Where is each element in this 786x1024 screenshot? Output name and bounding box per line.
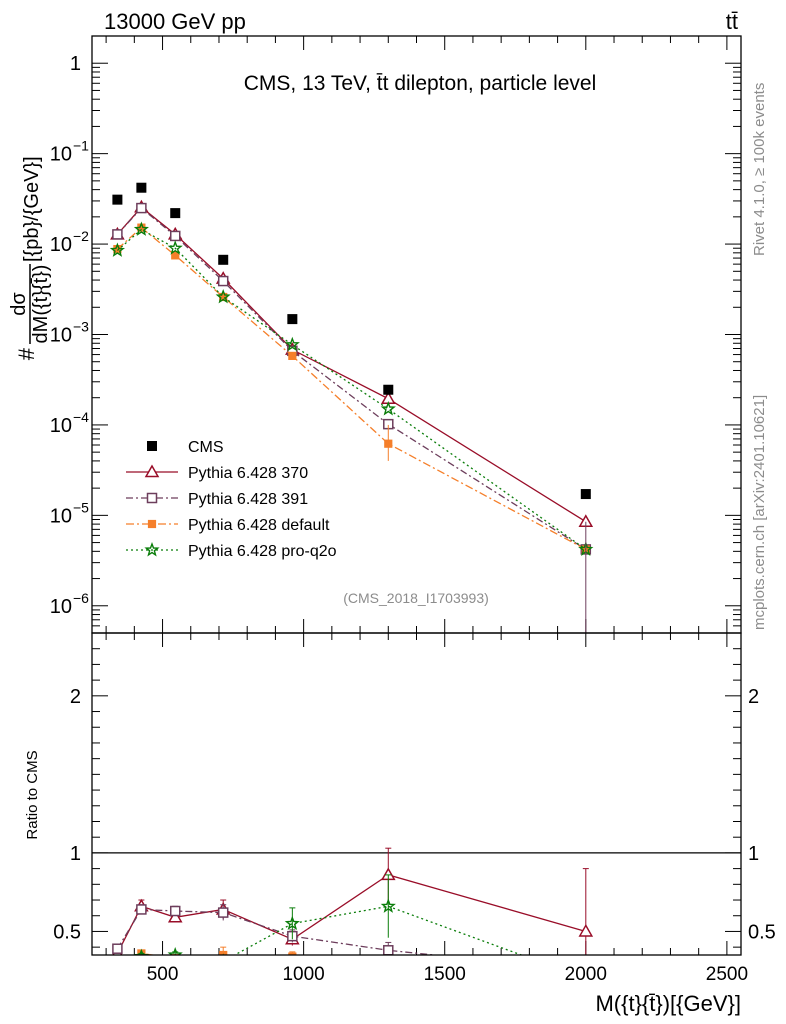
ratio-point [288, 952, 297, 955]
y-tick-exponent: −2 [73, 228, 89, 244]
x-axis-label: M({t}{t̄})[{GeV}] [595, 991, 741, 1016]
header-process-label: 13000 GeV pp [104, 9, 246, 34]
ylabel-suffix: [{pb}/{GeV}] [21, 156, 43, 262]
series-point [171, 251, 180, 260]
series-point [169, 230, 181, 242]
ylabel-denominator: dM({t}{t̄}) [30, 265, 52, 344]
series-point [109, 242, 126, 257]
ratio-point [222, 953, 224, 955]
ratio-tick-label: 1 [70, 843, 81, 865]
ratio-line [116, 874, 586, 954]
legend-marker [144, 542, 160, 557]
analysis-id-label: (CMS_2018_I1703993) [343, 590, 489, 606]
ratio-point [136, 904, 147, 915]
ylabel-prefix: # [14, 347, 39, 360]
legend-label: Pythia 6.428 391 [188, 491, 308, 508]
ratio-line [136, 952, 252, 955]
data-point [580, 489, 591, 500]
ratio-point [114, 962, 121, 969]
data-point [112, 194, 123, 205]
ratio-point [112, 962, 123, 973]
x-tick-label: 1000 [282, 964, 324, 985]
ratio-panel-frame [91, 632, 742, 956]
ratio-tick-label-right: 2 [748, 686, 759, 708]
y-tick-label: 1 [70, 53, 81, 75]
rivet-version-label: Rivet 4.1.0, ≥ 100k events [751, 83, 768, 256]
legend-marker [147, 519, 157, 529]
data-point [136, 182, 147, 193]
ylabel-numerator: dσ [8, 292, 30, 316]
y-tick-label: 10 [50, 144, 72, 166]
y-tick-exponent: −4 [73, 409, 89, 425]
series-point [215, 289, 231, 304]
ratio-tick-label-right: 0.5 [748, 921, 776, 943]
series-point [167, 240, 183, 255]
ratio-tick-label: 2 [70, 686, 81, 708]
x-tick-label: 2500 [706, 964, 748, 985]
series-point [288, 351, 297, 360]
legend-label: Pythia 6.428 pro-q2o [188, 543, 337, 560]
x-tick-label: 1500 [424, 964, 466, 985]
plot-title: CMS, 13 TeV, t̄t dilepton, particle leve… [244, 72, 597, 95]
ratio-tick-label-right: 1 [748, 843, 759, 865]
ratio-point [284, 915, 300, 931]
x-tick-label: 500 [147, 964, 179, 985]
ratio-point [219, 950, 228, 955]
ratio-line [116, 908, 441, 955]
ratio-tick-label: 0.5 [53, 921, 81, 943]
ratio-point [385, 967, 392, 974]
y-tick-exponent: −1 [73, 138, 89, 154]
y-tick-exponent: −6 [73, 590, 89, 606]
ratio-point [578, 923, 594, 937]
y-tick-label: 10 [50, 234, 72, 256]
legend-marker [146, 492, 158, 504]
x-tick-label: 2000 [565, 964, 607, 985]
series-point [380, 401, 396, 416]
series-point [133, 221, 149, 236]
chart-marks: 500 1000 1500 2000 2500110−110−210−310−410−5… [50, 36, 776, 985]
data-point [218, 254, 229, 265]
series-point [284, 336, 300, 352]
ratio-series-group [112, 847, 594, 974]
legend-label: Pythia 6.428 default [188, 517, 330, 534]
y-tick-exponent: −3 [73, 319, 89, 335]
y-tick-label: 10 [50, 505, 72, 527]
series-point [136, 202, 147, 214]
mcplots-label: mcplots.cern.ch [arXiv:2401.10621] [751, 395, 768, 630]
data-point [383, 384, 394, 395]
data-point [170, 208, 181, 219]
ratio-line [161, 905, 524, 955]
y-tick-label: 10 [50, 415, 72, 437]
ratio-point [112, 943, 123, 954]
ratio-point [169, 905, 181, 917]
legend-marker [144, 464, 160, 478]
series-point [217, 275, 229, 287]
data-point [287, 314, 298, 325]
ratio-point [167, 909, 183, 923]
y-tick-label: 10 [50, 596, 72, 618]
ratio-point [217, 907, 229, 918]
legend-data-marker [147, 441, 157, 451]
series-line [116, 228, 587, 550]
legend-label: Pythia 6.428 370 [188, 465, 308, 482]
legend-data-label: CMS [188, 439, 224, 456]
ratio-point [383, 945, 394, 955]
ratio-point [380, 898, 396, 913]
ratio-ylabel: Ratio to CMS [24, 750, 41, 839]
ratio-point [167, 946, 183, 955]
header-final-state-label: tt̄ [726, 9, 738, 34]
y-tick-exponent: −5 [73, 499, 89, 515]
main-series-group [109, 182, 594, 633]
series-point [112, 229, 123, 240]
y-tick-label: 10 [50, 325, 72, 347]
main-ylabel: # dσ dM({t}{t̄}) [{pb}/{GeV}] [8, 156, 52, 360]
